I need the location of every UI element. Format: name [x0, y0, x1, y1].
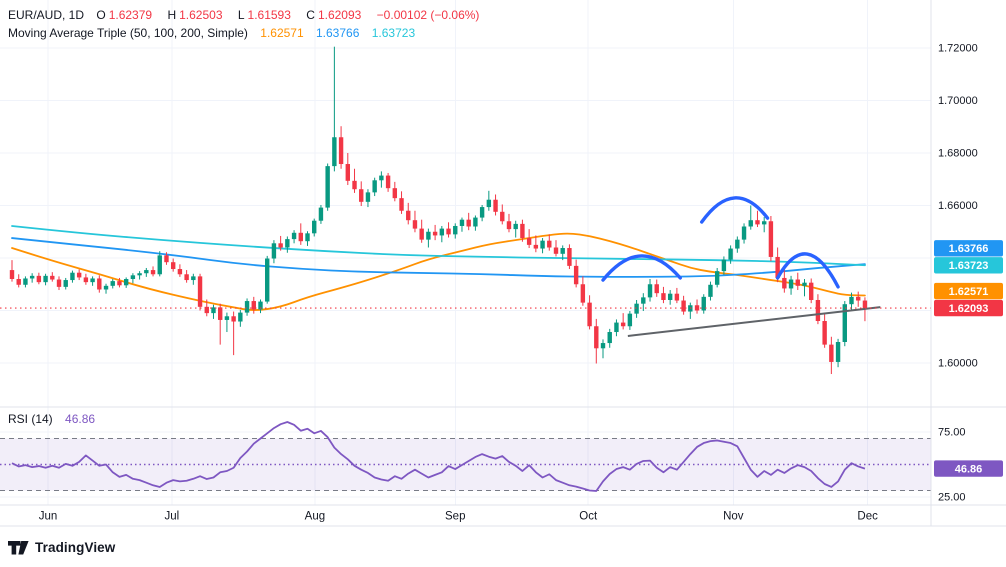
rsi-tick-label: 75.00 [938, 427, 966, 439]
price-tick-label: 1.60000 [938, 358, 978, 370]
ma-indicator-title: Moving Average Triple (50, 100, 200, Sim… [8, 26, 248, 40]
svg-text:1.62571: 1.62571 [949, 286, 989, 298]
ohlc-low: L 1.61593 [237, 8, 291, 22]
candles-layer [9, 46, 868, 375]
time-axis[interactable]: Jun Jul Aug Sep Oct Nov Dec [39, 511, 878, 523]
rsi-band [0, 438, 931, 491]
rsi-tick-label: 25.00 [938, 492, 966, 504]
head-shoulders-arc [775, 252, 840, 289]
tradingview-logo-icon [8, 540, 29, 554]
time-tick-label: Nov [723, 511, 744, 523]
price-badge [934, 299, 1003, 317]
ma50-value: 1.62571 [260, 26, 304, 40]
price-tick-label: 1.72000 [938, 43, 978, 55]
ma-indicator-legend[interactable]: Moving Average Triple (50, 100, 200, Sim… [8, 26, 418, 41]
tradingview-branding[interactable]: TradingView [8, 540, 115, 555]
time-tick-label: Jul [164, 511, 179, 523]
ma200-value: 1.63723 [371, 26, 416, 40]
time-tick-label: Aug [305, 511, 325, 523]
price-tick-label: 1.70000 [938, 95, 978, 107]
pane-borders [0, 0, 1006, 527]
price-badge [934, 240, 1003, 257]
symbol-legend[interactable]: EUR/AUD, 1D O 1.62379 H 1.62503 L 1.61593 C… [8, 8, 482, 23]
drawings-layer[interactable] [0, 196, 931, 337]
time-tick-label: Dec [857, 511, 878, 523]
price-tick-label: 1.66000 [938, 200, 978, 212]
rsi-line [11, 421, 866, 492]
price-axis-badges: 1.62093 1.62571 1.63723 1.63766 46.86 [934, 240, 1003, 477]
time-tick-label: Oct [579, 511, 598, 523]
svg-text:1.63723: 1.63723 [949, 260, 989, 272]
trendline [627, 306, 881, 337]
price-badge [934, 282, 1003, 300]
tradingview-wordmark: TradingView [35, 540, 116, 555]
rsi-value: 46.86 [65, 412, 96, 426]
moving-average-lines [11, 225, 866, 311]
ohlc-open: O 1.62379 [96, 8, 153, 22]
head-shoulders-arc [700, 196, 770, 224]
rsi-indicator-title: RSI (14) [8, 412, 53, 426]
svg-text:1.62093: 1.62093 [949, 303, 989, 315]
change-value: −0.00102 (−0.06%) [376, 8, 480, 22]
gridlines [0, 0, 931, 505]
time-tick-label: Jun [39, 511, 58, 523]
head-shoulders-arc [601, 254, 682, 282]
ohlc-high: H 1.62503 [167, 8, 223, 22]
price-badge [934, 257, 1003, 274]
price-tick-label: 1.68000 [938, 148, 978, 160]
rsi-indicator-legend[interactable]: RSI (14) 46.86 [8, 412, 98, 427]
ohlc-close: C 1.62093 [306, 8, 362, 22]
svg-text:46.86: 46.86 [955, 463, 983, 475]
svg-text:1.63766: 1.63766 [949, 243, 989, 255]
symbol-title: EUR/AUD, 1D [8, 8, 85, 22]
price-axis[interactable]: 1.72000 1.70000 1.68000 1.66000 1.60000 75.00… [938, 43, 978, 504]
ma100-value: 1.63766 [316, 26, 360, 40]
time-tick-label: Sep [445, 511, 465, 523]
price-badge [934, 460, 1003, 477]
